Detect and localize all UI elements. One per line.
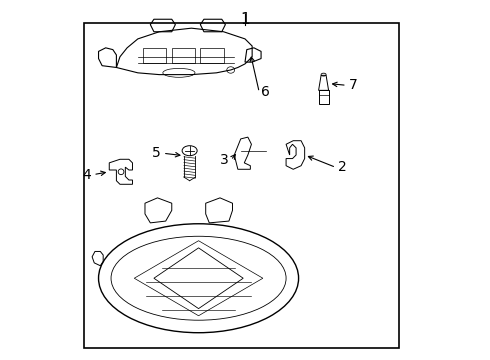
Text: 6: 6 (261, 85, 270, 99)
Bar (143, 48, 167, 63)
Text: 3: 3 (220, 153, 229, 167)
Text: 2: 2 (338, 161, 346, 175)
Bar (318, 90, 329, 104)
Bar (172, 48, 195, 63)
Bar (200, 48, 223, 63)
Text: 1: 1 (240, 12, 250, 27)
Text: 4: 4 (83, 168, 92, 182)
Text: 7: 7 (348, 78, 357, 92)
Bar (84, 23, 398, 348)
Text: 5: 5 (152, 146, 161, 160)
